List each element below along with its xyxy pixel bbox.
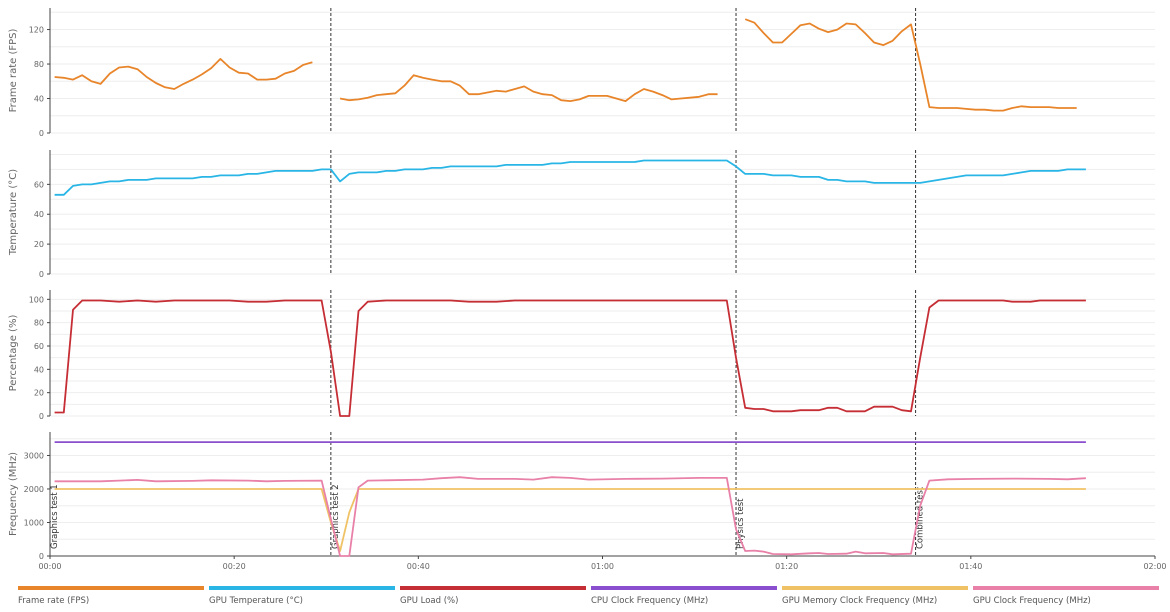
- x-tick-label: 00:00: [38, 562, 61, 571]
- y-axis-title: Frame rate (FPS): [8, 29, 19, 113]
- legend-label: Frame rate (FPS): [18, 596, 89, 606]
- legend-swatch: [782, 586, 968, 590]
- y-axis-title: Temperature (°C): [8, 169, 19, 256]
- x-tick-label: 00:40: [407, 562, 430, 571]
- legend-swatch: [400, 586, 586, 590]
- y-tick-label: 2000: [24, 485, 44, 494]
- x-tick-label: 01:20: [775, 562, 798, 571]
- y-tick-label: 40: [34, 95, 44, 104]
- legend-label: GPU Memory Clock Frequency (MHz): [782, 596, 937, 606]
- y-axis-title: Percentage (%): [8, 315, 19, 392]
- y-tick-label: 1000: [24, 518, 44, 527]
- series-line: [54, 299, 1086, 417]
- y-tick-label: 40: [34, 365, 44, 374]
- y-tick-label: 0: [39, 412, 44, 421]
- y-tick-label: 20: [34, 240, 44, 249]
- legend-swatch: [591, 586, 777, 590]
- y-tick-label: 60: [34, 180, 44, 189]
- series-line: [744, 18, 1077, 112]
- test-marker-label: Physics test: [736, 498, 746, 549]
- y-axis-title: Frequency (MHz): [8, 452, 19, 536]
- y-tick-label: 120: [29, 26, 44, 35]
- series-line: [54, 476, 1086, 557]
- axes: 0 40 80 120 Frame rate (FPS) 0 20 40 60 Temperatu…: [8, 8, 1167, 571]
- legend: Frame rate (FPS) GPU Temperature (°C) GPU …: [18, 586, 1159, 606]
- y-tick-label: 80: [34, 319, 44, 328]
- series-line: [339, 74, 718, 102]
- y-tick-label: 20: [34, 389, 44, 398]
- legend-label: GPU Temperature (°C): [209, 596, 303, 606]
- y-tick-label: 3000: [24, 451, 44, 460]
- test-marker-label: Combined test: [916, 486, 926, 549]
- legend-swatch: [209, 586, 395, 590]
- x-tick-label: 01:00: [591, 562, 614, 571]
- y-tick-label: 0: [39, 270, 44, 279]
- test-marker-label: Graphics test 1: [50, 484, 60, 549]
- y-tick-label: 0: [39, 552, 44, 561]
- series-line: [54, 58, 313, 90]
- y-tick-label: 40: [34, 210, 44, 219]
- x-tick-label: 02:00: [1143, 562, 1166, 571]
- x-tick-label: 01:40: [959, 562, 982, 571]
- legend-label: GPU Load (%): [400, 596, 458, 606]
- y-tick-label: 0: [39, 129, 44, 138]
- series-line: [54, 488, 1086, 552]
- legend-swatch: [18, 586, 204, 590]
- legend-label: CPU Clock Frequency (MHz): [591, 596, 708, 606]
- gridlines: [50, 11, 1155, 557]
- legend-label: GPU Clock Frequency (MHz): [973, 596, 1091, 606]
- y-tick-label: 100: [29, 295, 44, 304]
- y-tick-label: 80: [34, 60, 44, 69]
- y-tick-label: 60: [34, 342, 44, 351]
- series-lines: [54, 18, 1086, 557]
- series-line: [54, 159, 1086, 196]
- legend-swatch: [973, 586, 1159, 590]
- x-tick-label: 00:20: [223, 562, 246, 571]
- test-markers: Graphics test 1 Graphics test 2 Physics te…: [50, 8, 926, 556]
- test-marker-label: Graphics test 2: [331, 484, 341, 549]
